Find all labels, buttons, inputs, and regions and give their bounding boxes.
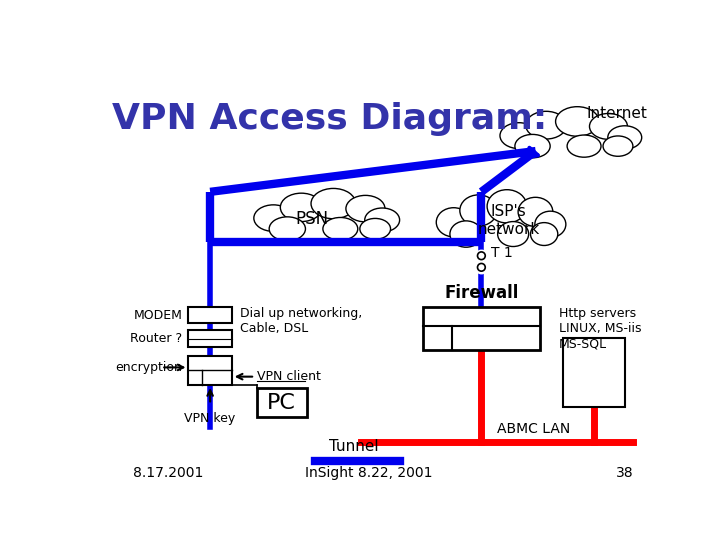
Bar <box>256 388 307 417</box>
Ellipse shape <box>518 197 553 226</box>
Ellipse shape <box>311 188 356 219</box>
Ellipse shape <box>365 208 400 232</box>
Text: Http servers
LINUX, MS-iis
MS-SQL: Http servers LINUX, MS-iis MS-SQL <box>559 307 642 350</box>
Ellipse shape <box>323 218 358 240</box>
Text: ISP's
network: ISP's network <box>477 204 539 237</box>
Ellipse shape <box>450 221 482 247</box>
Ellipse shape <box>500 123 538 148</box>
Text: Tunnel: Tunnel <box>329 438 378 454</box>
Ellipse shape <box>346 195 385 222</box>
Bar <box>189 307 232 323</box>
Bar <box>189 356 232 385</box>
Circle shape <box>477 264 485 271</box>
Bar <box>563 338 625 408</box>
Bar <box>189 330 232 347</box>
Ellipse shape <box>515 134 550 158</box>
Text: PSN: PSN <box>296 210 329 228</box>
Text: encryption: encryption <box>115 361 182 374</box>
Text: ABMC LAN: ABMC LAN <box>497 422 570 436</box>
Ellipse shape <box>360 218 390 239</box>
Ellipse shape <box>567 135 601 157</box>
Ellipse shape <box>269 217 305 241</box>
Ellipse shape <box>531 222 558 246</box>
Text: Router ?: Router ? <box>130 333 182 346</box>
Text: PC: PC <box>267 393 296 413</box>
Text: 8.17.2001: 8.17.2001 <box>132 466 203 480</box>
Text: Dial up networking,
Cable, DSL: Dial up networking, Cable, DSL <box>240 307 362 335</box>
Text: InSight 8.22, 2001: InSight 8.22, 2001 <box>305 466 433 480</box>
Ellipse shape <box>460 195 497 226</box>
Ellipse shape <box>608 126 642 149</box>
Text: VPN Access Diagram:: VPN Access Diagram: <box>112 102 547 136</box>
Ellipse shape <box>535 211 566 238</box>
Text: Firewall: Firewall <box>444 284 518 302</box>
Bar <box>423 307 539 350</box>
Ellipse shape <box>603 136 633 156</box>
Text: VPN client: VPN client <box>258 370 321 383</box>
Ellipse shape <box>280 193 322 221</box>
Circle shape <box>477 252 485 260</box>
Text: 38: 38 <box>616 466 634 480</box>
Ellipse shape <box>254 205 293 231</box>
Text: T 1: T 1 <box>490 246 513 260</box>
Ellipse shape <box>487 190 527 223</box>
Ellipse shape <box>590 113 627 139</box>
Text: VPN key: VPN key <box>184 412 235 425</box>
Ellipse shape <box>436 208 471 237</box>
Text: Internet: Internet <box>586 106 647 121</box>
Ellipse shape <box>556 107 599 136</box>
Ellipse shape <box>498 221 528 247</box>
Text: MODEM: MODEM <box>133 308 182 321</box>
Ellipse shape <box>526 111 567 139</box>
